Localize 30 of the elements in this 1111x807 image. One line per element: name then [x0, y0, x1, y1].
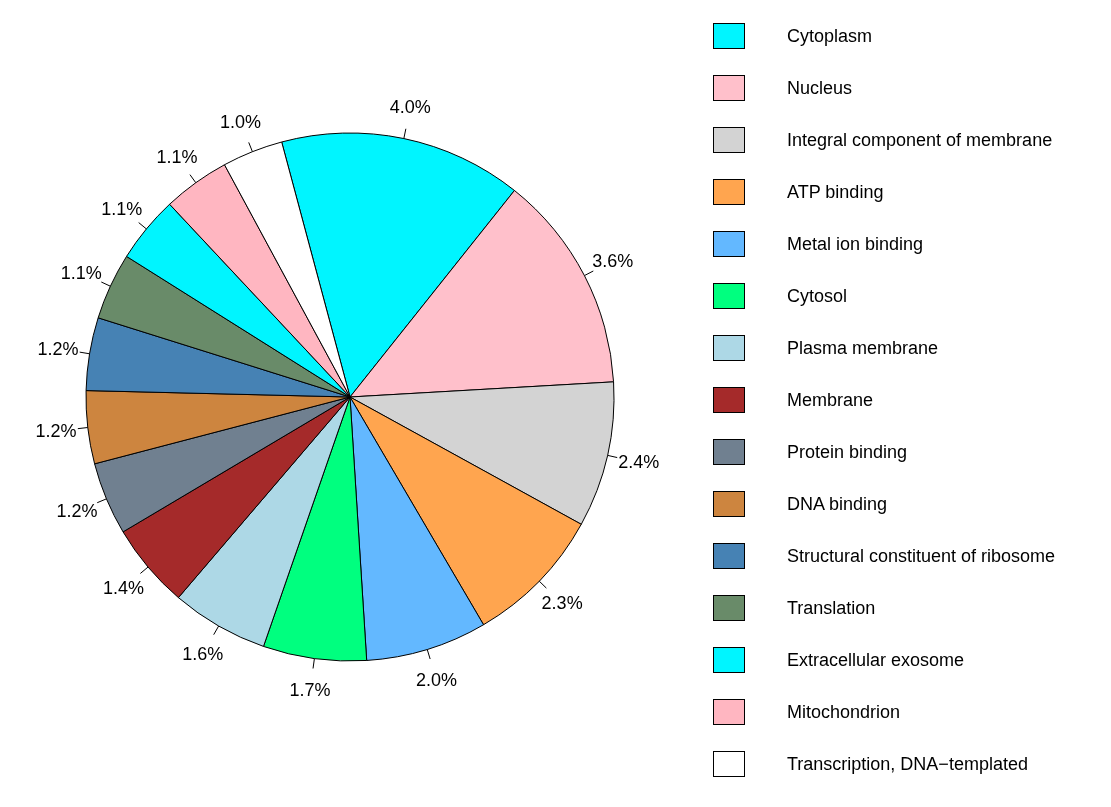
legend-label: ATP binding	[787, 181, 884, 203]
data-label: 2.4%	[618, 452, 660, 473]
legend-label: Nucleus	[787, 77, 853, 99]
data-label: 1.0%	[220, 111, 262, 132]
legend-label: Integral component of membrane	[787, 129, 1053, 151]
legend-label: Structural constituent of ribosome	[787, 545, 1056, 567]
data-label: 1.1%	[60, 262, 102, 283]
data-label: 2.0%	[416, 670, 458, 691]
data-label: 2.3%	[541, 593, 583, 614]
legend-label: Membrane	[787, 389, 874, 411]
data-label: 4.0%	[389, 97, 431, 118]
legend-label: Translation	[787, 597, 876, 619]
legend-label: Transcription, DNA−templated	[787, 753, 1028, 775]
data-label: 1.6%	[182, 643, 224, 664]
legend-label: Cytosol	[787, 285, 848, 307]
legend-label: Protein binding	[787, 441, 908, 463]
legend-label: Metal ion binding	[787, 233, 924, 255]
legend-label: Mitochondrion	[787, 701, 901, 723]
legend-label: DNA binding	[787, 493, 888, 515]
data-label: 1.1%	[156, 146, 198, 167]
data-label: 1.2%	[35, 421, 77, 442]
data-label: 1.2%	[56, 501, 98, 522]
data-label: 1.2%	[37, 338, 79, 359]
data-label: 1.4%	[103, 577, 145, 598]
data-label: 1.7%	[289, 680, 331, 701]
data-label: 3.6%	[592, 250, 634, 271]
data-label: 1.1%	[101, 198, 143, 219]
legend-label: Plasma membrane	[787, 337, 939, 359]
legend-label: Extracellular exosome	[787, 649, 965, 671]
legend-label: Cytoplasm	[787, 25, 873, 47]
